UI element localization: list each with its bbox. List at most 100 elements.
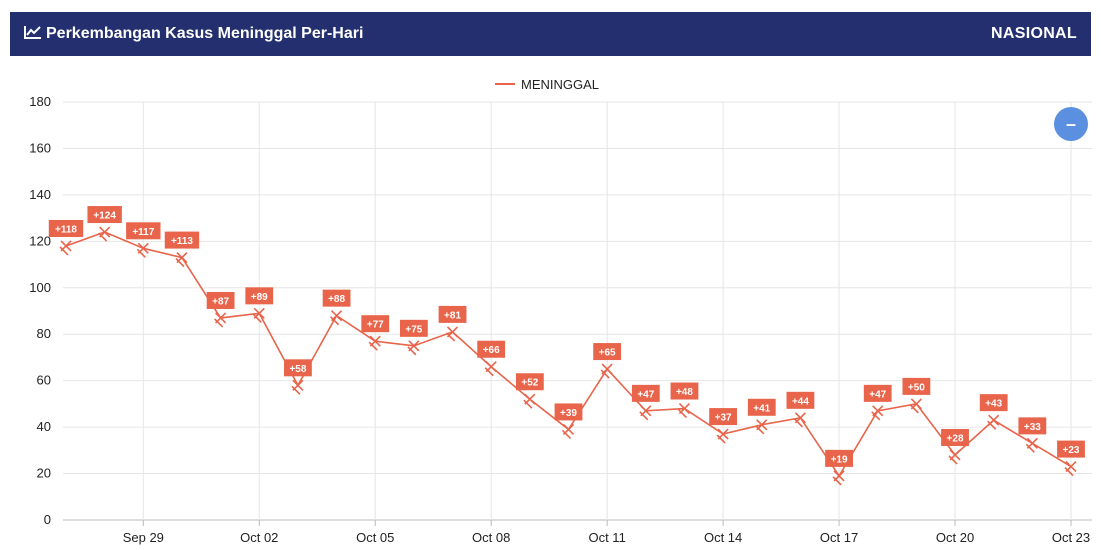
data-label-box	[1057, 440, 1085, 458]
data-point-marker[interactable]	[214, 312, 227, 328]
x-tick-label: Oct 17	[820, 530, 858, 545]
data-point-marker[interactable]	[755, 419, 768, 435]
data-point-marker[interactable]	[484, 361, 497, 377]
line-chart-icon	[24, 25, 42, 44]
data-point-marker[interactable]	[793, 412, 806, 428]
x-tick-label: Oct 23	[1052, 530, 1090, 545]
data-point-marker[interactable]	[871, 405, 884, 421]
data-point-marker[interactable]	[561, 423, 575, 439]
data-label: +48	[676, 387, 693, 398]
zoom-out-icon: –	[1065, 113, 1076, 134]
data-label: +87	[212, 296, 229, 307]
data-label-box	[593, 343, 622, 361]
x-tick-label: Oct 14	[704, 530, 742, 545]
data-label-box	[477, 340, 506, 358]
data-label: +37	[715, 413, 732, 424]
data-label-box	[206, 291, 235, 309]
y-tick-label: 180	[29, 94, 51, 109]
data-point-marker[interactable]	[175, 252, 188, 268]
y-tick-label: 120	[29, 233, 51, 248]
data-point-marker[interactable]	[330, 310, 343, 326]
data-label: +47	[869, 389, 886, 400]
y-tick-label: 40	[37, 419, 51, 434]
data-label-box	[554, 403, 583, 421]
data-point-marker[interactable]	[948, 449, 961, 465]
data-point-marker[interactable]	[523, 393, 536, 409]
data-label-box	[126, 222, 161, 240]
data-point-marker[interactable]	[716, 428, 729, 444]
data-label: +23	[1063, 445, 1080, 456]
x-tick-label: Oct 05	[356, 530, 394, 545]
data-label: +41	[753, 403, 770, 414]
data-label: +66	[483, 345, 500, 356]
zoom-out-button[interactable]: –	[1054, 107, 1088, 141]
data-label: +124	[93, 211, 116, 222]
data-label: +77	[367, 320, 384, 331]
y-tick-label: 140	[29, 187, 51, 202]
data-label-box	[747, 398, 776, 416]
data-point-marker[interactable]	[639, 405, 652, 421]
data-label: +113	[171, 236, 193, 247]
data-label: +33	[1024, 422, 1041, 433]
data-point-marker[interactable]	[291, 379, 304, 395]
data-label-box	[164, 231, 200, 249]
data-label-box	[670, 382, 699, 400]
data-label: +117	[132, 227, 154, 238]
y-tick-label: 160	[29, 140, 51, 155]
data-label-box	[438, 305, 467, 323]
data-label-box	[399, 319, 428, 337]
data-label-box	[284, 359, 312, 377]
data-label: +58	[289, 364, 306, 375]
data-point-marker[interactable]	[1064, 461, 1077, 477]
data-label: +19	[831, 454, 848, 465]
region-label: NASIONAL	[991, 25, 1077, 42]
data-label-box	[786, 391, 815, 409]
x-tick-label: Oct 20	[936, 530, 974, 545]
x-tick-label: Oct 02	[240, 530, 278, 545]
x-tick-label: Oct 11	[588, 530, 625, 545]
data-label: +81	[444, 310, 461, 321]
legend-label: MENINGGAL	[521, 77, 599, 92]
data-label-box	[87, 206, 122, 224]
data-label: +88	[328, 294, 345, 305]
data-point-marker[interactable]	[987, 414, 1000, 430]
data-label-box	[322, 289, 351, 307]
data-label: +28	[947, 433, 964, 444]
data-label: +44	[792, 396, 809, 407]
data-point-marker[interactable]	[98, 226, 111, 242]
data-label-box	[902, 377, 931, 395]
data-label: +65	[599, 348, 616, 359]
data-label-box	[245, 287, 274, 305]
data-point-marker[interactable]	[1025, 437, 1038, 453]
data-point-marker[interactable]	[368, 335, 381, 351]
data-point-marker[interactable]	[832, 470, 845, 486]
data-point-marker[interactable]	[136, 242, 149, 258]
data-point-marker[interactable]	[445, 326, 459, 342]
data-label-box	[515, 373, 544, 391]
data-point-marker[interactable]	[407, 340, 420, 356]
data-label-box	[863, 384, 892, 402]
chart-header: Perkembangan Kasus Meninggal Per-Hari NA…	[10, 12, 1091, 56]
data-label-box	[48, 219, 84, 237]
data-label-box	[941, 428, 969, 446]
series-line	[65, 231, 1072, 478]
x-tick-label: Oct 08	[472, 530, 510, 545]
data-point-marker[interactable]	[59, 240, 72, 256]
data-label: +43	[985, 399, 1002, 410]
y-tick-label: 0	[44, 512, 51, 527]
y-tick-label: 60	[37, 373, 51, 388]
data-point-marker[interactable]	[252, 307, 265, 323]
data-label: +118	[55, 224, 77, 235]
data-label-box	[709, 408, 738, 426]
data-label: +39	[560, 408, 577, 419]
data-label-box	[979, 394, 1008, 412]
data-label-box	[631, 384, 660, 402]
data-label-box	[825, 449, 853, 467]
data-point-marker[interactable]	[909, 398, 922, 414]
y-tick-label: 20	[37, 466, 51, 481]
data-label: +52	[521, 378, 538, 389]
data-label-box	[1018, 417, 1047, 435]
data-point-marker[interactable]	[677, 402, 691, 419]
data-point-marker[interactable]	[600, 363, 613, 379]
data-label: +47	[637, 389, 654, 400]
